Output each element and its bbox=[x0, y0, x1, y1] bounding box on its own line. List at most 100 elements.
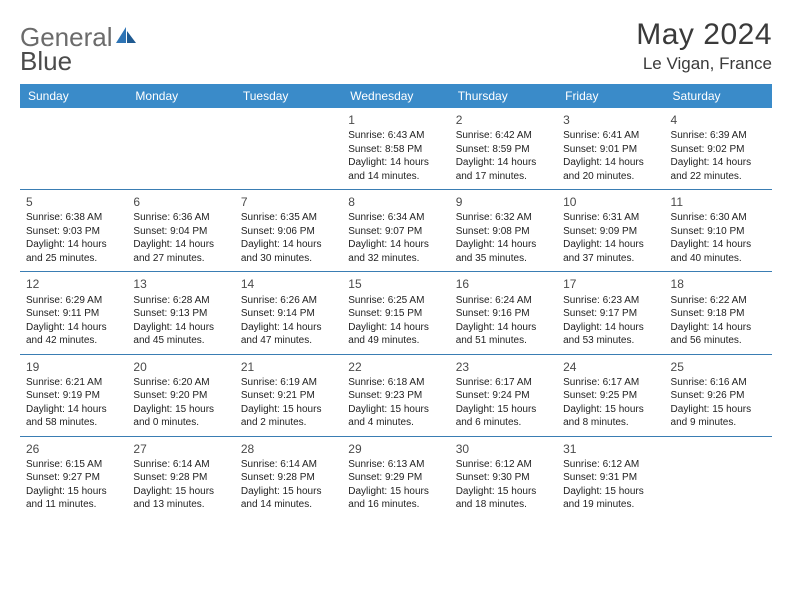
sunrise-text: Sunrise: 6:25 AM bbox=[348, 294, 445, 308]
day-number: 4 bbox=[671, 112, 768, 128]
sunrise-text: Sunrise: 6:17 AM bbox=[456, 376, 553, 390]
sunset-text: Sunset: 9:03 PM bbox=[26, 225, 123, 239]
daylight-text: Daylight: 14 hours and 58 minutes. bbox=[26, 403, 123, 430]
day-number: 5 bbox=[26, 194, 123, 210]
day-number: 18 bbox=[671, 276, 768, 292]
sunrise-text: Sunrise: 6:42 AM bbox=[456, 129, 553, 143]
sunrise-text: Sunrise: 6:19 AM bbox=[241, 376, 338, 390]
calendar-cell: 1Sunrise: 6:43 AMSunset: 8:58 PMDaylight… bbox=[342, 108, 449, 190]
sunset-text: Sunset: 9:28 PM bbox=[133, 471, 230, 485]
daylight-text: Daylight: 15 hours and 19 minutes. bbox=[563, 485, 660, 512]
calendar-cell: 11Sunrise: 6:30 AMSunset: 9:10 PMDayligh… bbox=[665, 190, 772, 272]
day-number: 27 bbox=[133, 441, 230, 457]
sunrise-text: Sunrise: 6:14 AM bbox=[241, 458, 338, 472]
calendar-cell: 10Sunrise: 6:31 AMSunset: 9:09 PMDayligh… bbox=[557, 190, 664, 272]
daylight-text: Daylight: 15 hours and 6 minutes. bbox=[456, 403, 553, 430]
day-number: 3 bbox=[563, 112, 660, 128]
calendar-cell: 2Sunrise: 6:42 AMSunset: 8:59 PMDaylight… bbox=[450, 108, 557, 190]
sunset-text: Sunset: 9:14 PM bbox=[241, 307, 338, 321]
sunrise-text: Sunrise: 6:15 AM bbox=[26, 458, 123, 472]
day-number: 25 bbox=[671, 359, 768, 375]
sunrise-text: Sunrise: 6:30 AM bbox=[671, 211, 768, 225]
day-number: 15 bbox=[348, 276, 445, 292]
sunrise-text: Sunrise: 6:18 AM bbox=[348, 376, 445, 390]
calendar-week-row: 26Sunrise: 6:15 AMSunset: 9:27 PMDayligh… bbox=[20, 436, 772, 518]
daylight-text: Daylight: 14 hours and 56 minutes. bbox=[671, 321, 768, 348]
calendar-cell: 4Sunrise: 6:39 AMSunset: 9:02 PMDaylight… bbox=[665, 108, 772, 190]
sunset-text: Sunset: 9:25 PM bbox=[563, 389, 660, 403]
calendar-cell: 12Sunrise: 6:29 AMSunset: 9:11 PMDayligh… bbox=[20, 272, 127, 354]
sunset-text: Sunset: 9:13 PM bbox=[133, 307, 230, 321]
calendar-cell: 22Sunrise: 6:18 AMSunset: 9:23 PMDayligh… bbox=[342, 354, 449, 436]
calendar-cell: 5Sunrise: 6:38 AMSunset: 9:03 PMDaylight… bbox=[20, 190, 127, 272]
daylight-text: Daylight: 14 hours and 27 minutes. bbox=[133, 238, 230, 265]
sunrise-text: Sunrise: 6:17 AM bbox=[563, 376, 660, 390]
sunrise-text: Sunrise: 6:29 AM bbox=[26, 294, 123, 308]
daylight-text: Daylight: 15 hours and 13 minutes. bbox=[133, 485, 230, 512]
sunrise-text: Sunrise: 6:22 AM bbox=[671, 294, 768, 308]
sunset-text: Sunset: 9:18 PM bbox=[671, 307, 768, 321]
daylight-text: Daylight: 14 hours and 25 minutes. bbox=[26, 238, 123, 265]
calendar-page: General May 2024 Le Vigan, France Blue S… bbox=[0, 0, 792, 612]
sunset-text: Sunset: 9:15 PM bbox=[348, 307, 445, 321]
calendar-cell: 15 Sunrise: 6:25 AMSunset: 9:15 PMDayligh… bbox=[342, 272, 449, 354]
day-number: 19 bbox=[26, 359, 123, 375]
sunrise-text: Sunrise: 6:14 AM bbox=[133, 458, 230, 472]
day-number: 6 bbox=[133, 194, 230, 210]
calendar-cell: 3Sunrise: 6:41 AMSunset: 9:01 PMDaylight… bbox=[557, 108, 664, 190]
sunrise-text: Sunrise: 6:34 AM bbox=[348, 211, 445, 225]
daylight-text: Daylight: 15 hours and 11 minutes. bbox=[26, 485, 123, 512]
day-number: 28 bbox=[241, 441, 338, 457]
weekday-row: Sunday Monday Tuesday Wednesday Thursday… bbox=[20, 84, 772, 108]
day-number: 26 bbox=[26, 441, 123, 457]
day-number: 10 bbox=[563, 194, 660, 210]
calendar-cell: 24Sunrise: 6:17 AMSunset: 9:25 PMDayligh… bbox=[557, 354, 664, 436]
calendar-cell bbox=[665, 436, 772, 518]
sunset-text: Sunset: 8:58 PM bbox=[348, 143, 445, 157]
sunset-text: Sunset: 9:02 PM bbox=[671, 143, 768, 157]
calendar-cell: 18 Sunrise: 6:22 AMSunset: 9:18 PMDayligh… bbox=[665, 272, 772, 354]
sunset-text: Sunset: 8:59 PM bbox=[456, 143, 553, 157]
daylight-text: Daylight: 14 hours and 22 minutes. bbox=[671, 156, 768, 183]
calendar-cell bbox=[20, 108, 127, 190]
calendar-week-row: 19Sunrise: 6:21 AMSunset: 9:19 PMDayligh… bbox=[20, 354, 772, 436]
day-number: 8 bbox=[348, 194, 445, 210]
logo-sail-icon bbox=[115, 26, 137, 46]
calendar-cell: 8Sunrise: 6:34 AMSunset: 9:07 PMDaylight… bbox=[342, 190, 449, 272]
day-number: 2 bbox=[456, 112, 553, 128]
sunrise-text: Sunrise: 6:12 AM bbox=[456, 458, 553, 472]
day-number: 7 bbox=[241, 194, 338, 210]
weekday-header: Monday bbox=[127, 84, 234, 108]
sunrise-text: Sunrise: 6:23 AM bbox=[563, 294, 660, 308]
sunset-text: Sunset: 9:21 PM bbox=[241, 389, 338, 403]
daylight-text: Daylight: 14 hours and 20 minutes. bbox=[563, 156, 660, 183]
sunset-text: Sunset: 9:10 PM bbox=[671, 225, 768, 239]
sunset-text: Sunset: 9:04 PM bbox=[133, 225, 230, 239]
calendar-week-row: 12Sunrise: 6:29 AMSunset: 9:11 PMDayligh… bbox=[20, 272, 772, 354]
calendar-cell: 28Sunrise: 6:14 AMSunset: 9:28 PMDayligh… bbox=[235, 436, 342, 518]
day-number: 24 bbox=[563, 359, 660, 375]
header: General May 2024 Le Vigan, France bbox=[20, 18, 772, 74]
sunset-text: Sunset: 9:26 PM bbox=[671, 389, 768, 403]
weekday-header: Tuesday bbox=[235, 84, 342, 108]
sunset-text: Sunset: 9:31 PM bbox=[563, 471, 660, 485]
daylight-text: Daylight: 15 hours and 16 minutes. bbox=[348, 485, 445, 512]
sunset-text: Sunset: 9:08 PM bbox=[456, 225, 553, 239]
daylight-text: Daylight: 15 hours and 0 minutes. bbox=[133, 403, 230, 430]
weekday-header: Friday bbox=[557, 84, 664, 108]
calendar-head: Sunday Monday Tuesday Wednesday Thursday… bbox=[20, 84, 772, 108]
sunset-text: Sunset: 9:09 PM bbox=[563, 225, 660, 239]
daylight-text: Daylight: 14 hours and 49 minutes. bbox=[348, 321, 445, 348]
day-number: 1 bbox=[348, 112, 445, 128]
sunrise-text: Sunrise: 6:16 AM bbox=[671, 376, 768, 390]
daylight-text: Daylight: 14 hours and 35 minutes. bbox=[456, 238, 553, 265]
sunrise-text: Sunrise: 6:26 AM bbox=[241, 294, 338, 308]
daylight-text: Daylight: 14 hours and 51 minutes. bbox=[456, 321, 553, 348]
sunset-text: Sunset: 9:06 PM bbox=[241, 225, 338, 239]
sunset-text: Sunset: 9:16 PM bbox=[456, 307, 553, 321]
day-number: 9 bbox=[456, 194, 553, 210]
sunrise-text: Sunrise: 6:36 AM bbox=[133, 211, 230, 225]
daylight-text: Daylight: 15 hours and 14 minutes. bbox=[241, 485, 338, 512]
calendar-cell: 20Sunrise: 6:20 AMSunset: 9:20 PMDayligh… bbox=[127, 354, 234, 436]
day-number: 14 bbox=[241, 276, 338, 292]
